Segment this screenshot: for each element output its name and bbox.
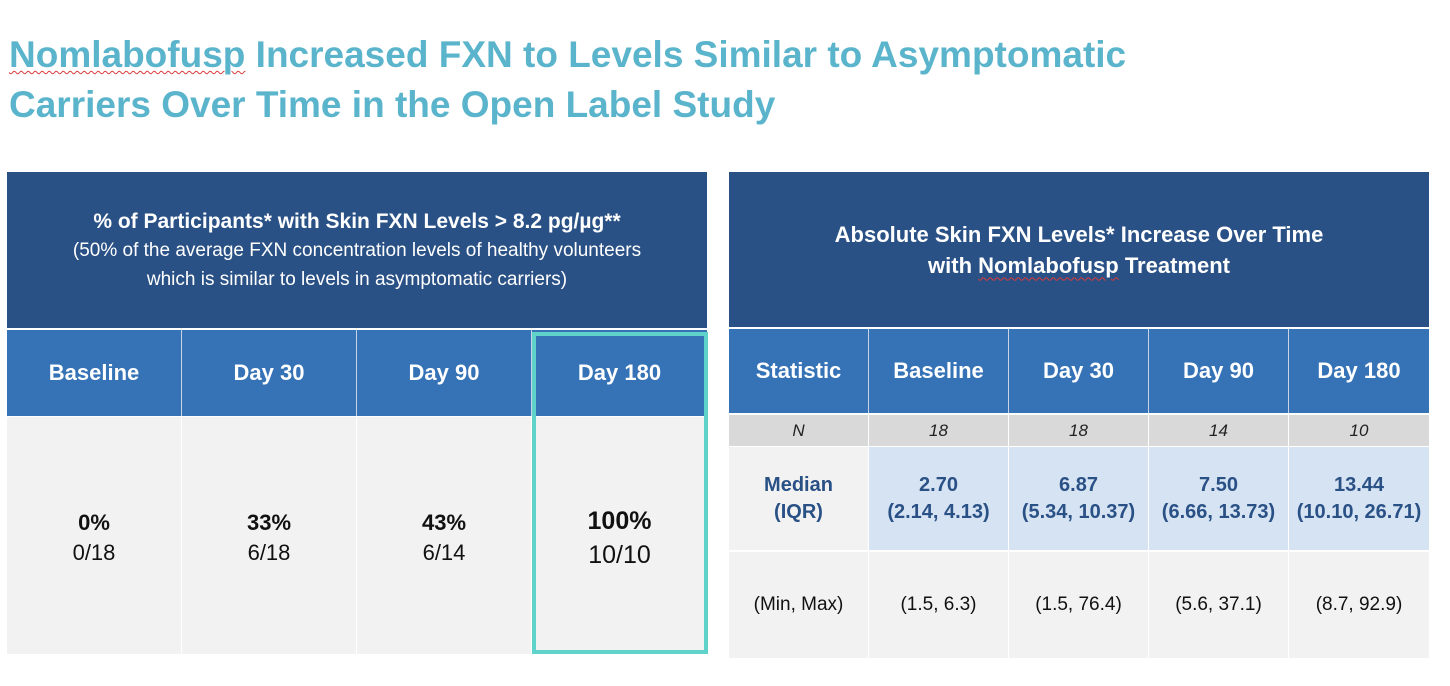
participants-cell-day30: 33% 6/18 bbox=[182, 417, 357, 654]
row-label-median: Median (IQR) bbox=[729, 447, 869, 550]
title-line1-rest: Increased FXN to Levels Similar to Asymp… bbox=[245, 34, 1127, 75]
percent-value: 0% bbox=[78, 509, 110, 535]
percent-value: 43% bbox=[421, 509, 467, 535]
absolute-levels-header: Absolute Skin FXN Levels* Increase Over … bbox=[729, 172, 1429, 327]
column-header-day30: Day 30 bbox=[1009, 329, 1149, 413]
fraction-value: 0/18 bbox=[72, 539, 116, 565]
minmax-value: (1.5, 76.4) bbox=[1009, 552, 1149, 658]
percent-value: 100% bbox=[587, 506, 652, 535]
title-line2: Carriers Over Time in the Open Label Stu… bbox=[9, 84, 776, 125]
column-header-day30: Day 30 bbox=[182, 330, 357, 416]
median-value: 2.70 bbox=[919, 473, 958, 496]
median-cell-day90: 7.50 (6.66, 13.73) bbox=[1149, 447, 1289, 550]
iqr-value: (10.10, 26.71) bbox=[1296, 500, 1422, 523]
iqr-label: (IQR) bbox=[774, 500, 823, 523]
percent-value: 33% bbox=[246, 509, 292, 535]
header-flagged-word: Nomlabofusp bbox=[978, 252, 1119, 278]
slide-title: Nomlabofusp Increased FXN to Levels Simi… bbox=[9, 30, 1409, 130]
participants-table: % of Participants* with Skin FXN Levels … bbox=[7, 172, 708, 654]
minmax-value: (1.5, 6.3) bbox=[869, 552, 1009, 658]
table-row-median: Median (IQR) 2.70 (2.14, 4.13) 6.87 (5.3… bbox=[729, 447, 1429, 550]
absolute-column-headers: Statistic Baseline Day 30 Day 90 Day 180 bbox=[729, 329, 1429, 413]
n-value: 18 bbox=[869, 415, 1009, 446]
column-header-statistic: Statistic bbox=[729, 329, 869, 413]
participants-cell-day90: 43% 6/14 bbox=[357, 417, 532, 654]
title-flagged-word: Nomlabofusp bbox=[9, 34, 246, 75]
absolute-header-line1: Absolute Skin FXN Levels* Increase Over … bbox=[834, 221, 1324, 247]
participants-column-headers: Baseline Day 30 Day 90 Day 180 bbox=[7, 330, 707, 416]
table-row-minmax: (Min, Max) (1.5, 6.3) (1.5, 76.4) (5.6, … bbox=[729, 552, 1429, 658]
median-value: 7.50 bbox=[1199, 473, 1238, 496]
fraction-value: 6/18 bbox=[247, 539, 291, 565]
participants-table-header: % of Participants* with Skin FXN Levels … bbox=[7, 172, 707, 328]
median-cell-day30: 6.87 (5.34, 10.37) bbox=[1009, 447, 1149, 550]
header-line2-post: Treatment bbox=[1118, 252, 1230, 278]
median-cell-day180: 13.44 (10.10, 26.71) bbox=[1289, 447, 1429, 550]
participants-header-main: % of Participants* with Skin FXN Levels … bbox=[93, 210, 621, 233]
column-header-day90: Day 90 bbox=[1149, 329, 1289, 413]
fraction-value: 10/10 bbox=[588, 540, 651, 569]
participants-header-sub2: which is similar to levels in asymptomat… bbox=[146, 269, 568, 290]
absolute-levels-table: Absolute Skin FXN Levels* Increase Over … bbox=[729, 172, 1429, 658]
median-value: 6.87 bbox=[1059, 473, 1098, 496]
minmax-value: (5.6, 37.1) bbox=[1149, 552, 1289, 658]
column-header-day180: Day 180 bbox=[1289, 329, 1429, 413]
median-cell-baseline: 2.70 (2.14, 4.13) bbox=[869, 447, 1009, 550]
header-line2-pre: with bbox=[928, 252, 979, 278]
absolute-header-line2: with Nomlabofusp Treatment bbox=[729, 250, 1429, 281]
row-label-minmax: (Min, Max) bbox=[729, 552, 869, 658]
participants-cell-baseline: 0% 0/18 bbox=[7, 417, 182, 654]
minmax-value: (8.7, 92.9) bbox=[1289, 552, 1429, 658]
iqr-value: (2.14, 4.13) bbox=[887, 500, 990, 523]
median-label: Median bbox=[764, 473, 833, 496]
row-label-n: N bbox=[729, 415, 869, 446]
n-value: 18 bbox=[1009, 415, 1149, 446]
participants-data-row: 0% 0/18 33% 6/18 43% 6/14 100% 10/10 bbox=[7, 417, 707, 654]
median-value: 13.44 bbox=[1333, 473, 1385, 496]
iqr-value: (5.34, 10.37) bbox=[1021, 500, 1136, 523]
column-header-baseline: Baseline bbox=[869, 329, 1009, 413]
fraction-value: 6/14 bbox=[422, 539, 466, 565]
column-header-day90: Day 90 bbox=[357, 330, 532, 416]
participants-cell-day180: 100% 10/10 bbox=[532, 417, 707, 654]
iqr-value: (6.66, 13.73) bbox=[1161, 500, 1276, 523]
n-value: 10 bbox=[1289, 415, 1429, 446]
column-header-day180: Day 180 bbox=[532, 330, 707, 416]
n-value: 14 bbox=[1149, 415, 1289, 446]
column-header-baseline: Baseline bbox=[7, 330, 182, 416]
participants-header-sub1: (50% of the average FXN concentration le… bbox=[72, 240, 642, 261]
table-row-n: N 18 18 14 10 bbox=[729, 415, 1429, 446]
